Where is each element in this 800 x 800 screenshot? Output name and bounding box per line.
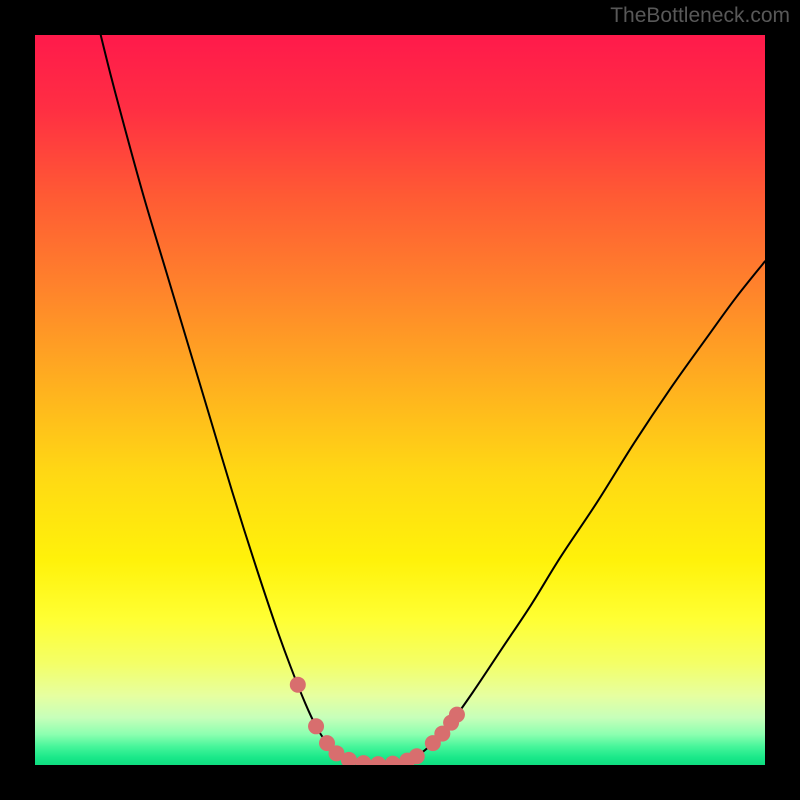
- plot-gradient-background: [35, 35, 765, 765]
- bottleneck-curve-chart: [0, 0, 800, 800]
- data-marker: [308, 718, 324, 734]
- source-watermark: TheBottleneck.com: [610, 4, 790, 28]
- chart-root: TheBottleneck.com: [0, 0, 800, 800]
- data-marker: [409, 748, 425, 764]
- data-marker: [290, 677, 306, 693]
- data-marker: [449, 707, 465, 723]
